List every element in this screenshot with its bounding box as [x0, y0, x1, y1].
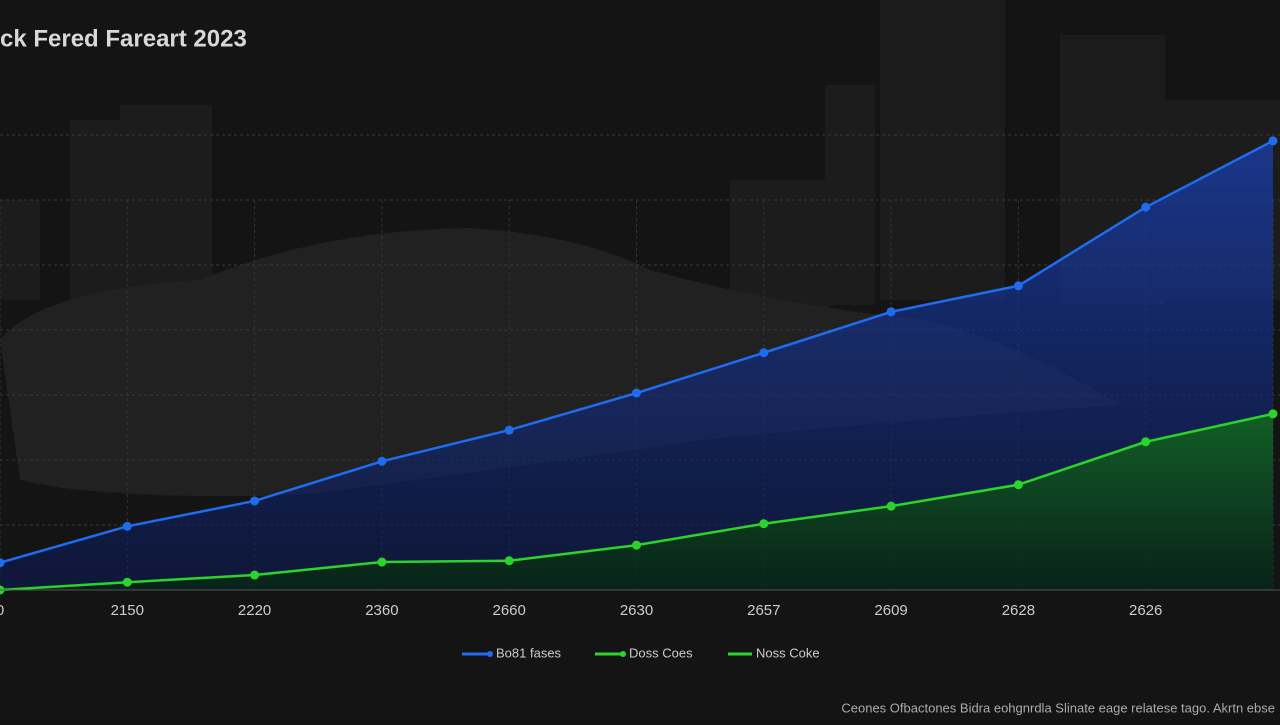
- point: [377, 456, 387, 466]
- point: [759, 348, 769, 358]
- x-tick-label: 2628: [1002, 602, 1035, 619]
- x-tick-label: 2660: [493, 602, 526, 619]
- point: [250, 496, 260, 506]
- point: [1268, 136, 1278, 146]
- point: [886, 501, 896, 511]
- area: [0, 140, 1273, 590]
- legend-label: Noss Coke: [756, 645, 820, 660]
- x-tick-label: 2220: [238, 602, 271, 619]
- area: [0, 413, 1273, 590]
- x-tick-label: 2609: [874, 602, 907, 619]
- point: [122, 577, 132, 587]
- legend-dot: [487, 651, 493, 657]
- point: [1013, 480, 1023, 490]
- point: [504, 425, 514, 435]
- point: [1268, 409, 1278, 419]
- x-tick-label: 2657: [747, 602, 780, 619]
- point: [632, 388, 641, 398]
- legend-label: Bo81 fases: [496, 645, 562, 660]
- x-tick-label: 2150: [111, 602, 144, 619]
- point: [0, 558, 5, 568]
- x-tick-label: 2626: [1129, 602, 1162, 619]
- point: [377, 557, 387, 567]
- point: [122, 521, 132, 531]
- point: [632, 540, 641, 550]
- x-tick-label: 0: [0, 602, 4, 619]
- legend-label: Doss Coes: [629, 645, 693, 660]
- point: [886, 307, 896, 317]
- point: [1141, 202, 1151, 212]
- footnote: Ceones Ofbactones Bidra eohgnrdla Slinat…: [841, 700, 1275, 715]
- point: [250, 570, 260, 580]
- point: [504, 556, 514, 566]
- chart-title: ck Fered Fareart 2023: [0, 25, 247, 52]
- x-tick-label: 2360: [365, 602, 398, 619]
- car-silhouette: [0, 228, 1120, 496]
- point: [759, 519, 769, 529]
- point: [1141, 437, 1151, 447]
- point: [1013, 281, 1023, 291]
- x-tick-label: 2630: [620, 602, 653, 619]
- legend-dot: [620, 651, 626, 657]
